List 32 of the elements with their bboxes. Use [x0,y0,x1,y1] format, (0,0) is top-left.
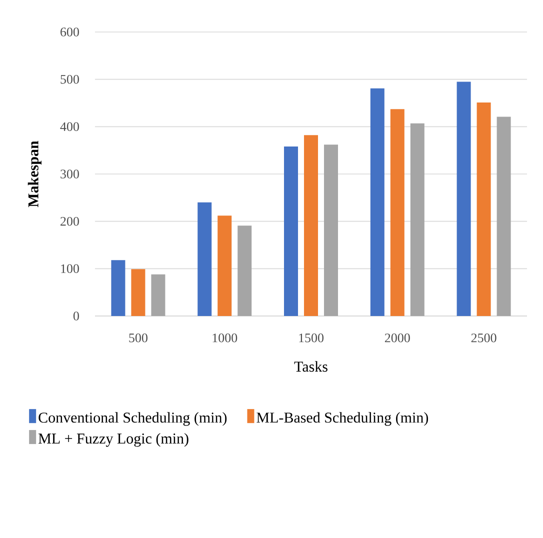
bar [324,144,338,316]
y-tick-label: 200 [60,216,79,226]
y-tick-label: 100 [61,264,79,274]
bar [284,146,298,316]
bar [131,269,146,316]
bar [218,216,232,316]
x-axis-title: Tasks [294,361,328,372]
x-tick-label: 2500 [471,334,496,342]
legend-label: Conventional Scheduling (min) [38,412,227,426]
y-tick-label: 300 [60,170,79,178]
x-tick-label: 500 [129,334,148,342]
bar [496,116,511,316]
bar [476,102,491,316]
legend-label: ML + Fuzzy Logic (min) [38,433,188,447]
y-tick-label: 0 [73,312,79,320]
y-tick-label: 600 [60,28,79,36]
x-tick-label: 1000 [212,334,238,342]
x-tick-label: 2000 [384,334,410,342]
bar [410,123,424,316]
y-axis-title: Makespan [28,140,42,208]
legend-label: ML-Based Scheduling (min) [256,412,428,426]
bar [238,226,252,316]
bar [456,82,471,316]
y-tick-label: 500 [60,74,79,84]
y-tick-label: 400 [60,122,79,132]
bar [151,274,166,316]
bar [111,260,126,316]
bar [390,109,404,316]
bar [304,135,318,316]
x-tick-label: 1500 [299,334,324,342]
bar [370,88,384,316]
bar [198,202,212,316]
